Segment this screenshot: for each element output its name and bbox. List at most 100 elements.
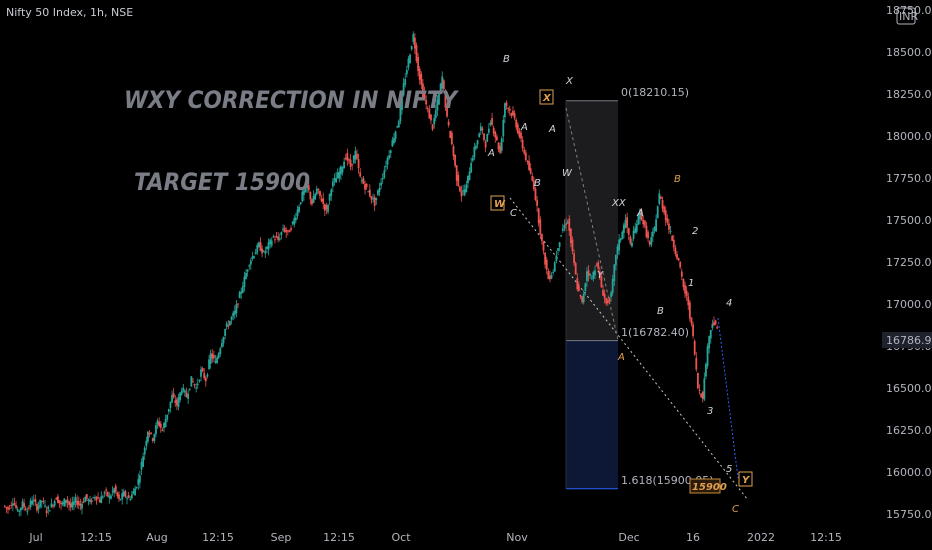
candle-body — [623, 224, 625, 233]
candle-body — [409, 54, 411, 64]
annotation-title: WXY CORRECTION IN NIFTY — [124, 86, 460, 114]
candle-body — [177, 397, 180, 408]
candle-body — [693, 340, 696, 355]
candle-body — [238, 292, 241, 298]
candle-body — [362, 178, 365, 184]
candlestick-series — [3, 31, 719, 518]
candle-body — [568, 218, 571, 231]
candle-body — [330, 189, 333, 196]
candle-body — [684, 285, 686, 294]
candle-body — [122, 491, 125, 497]
candle-body — [69, 503, 72, 508]
candle-body — [161, 429, 164, 431]
candle-body — [356, 153, 358, 159]
candle-body — [68, 501, 71, 506]
x-tick-label: 12:15 — [202, 531, 234, 544]
wave-box-w — [490, 195, 505, 211]
candle-body — [455, 165, 458, 181]
candle-body — [212, 354, 215, 359]
currency-badge[interactable] — [896, 7, 916, 25]
x-tick-label: 16 — [686, 531, 700, 544]
candle-body — [651, 231, 654, 237]
candle-body — [11, 503, 14, 506]
candle-body — [190, 376, 193, 387]
wave-label: 4 — [726, 298, 732, 309]
target-box — [689, 478, 721, 494]
candle-body — [677, 257, 680, 261]
candle-body — [44, 505, 46, 507]
candle-body — [602, 289, 604, 296]
candle-body — [101, 496, 104, 498]
candle-body — [105, 489, 108, 491]
candle-body — [513, 113, 516, 119]
candle-body — [655, 219, 657, 232]
x-tick-label: 12:15 — [810, 531, 842, 544]
candle-body — [142, 456, 145, 467]
candle-body — [13, 503, 16, 505]
candle-body — [549, 275, 551, 280]
candle-body — [563, 225, 566, 229]
candle-body — [270, 240, 273, 246]
candle-body — [695, 357, 698, 370]
candle-body — [508, 108, 511, 111]
fib-zone-upper — [566, 100, 618, 341]
candle-body — [573, 253, 575, 264]
candle-body — [21, 501, 24, 509]
wave-label-x: X — [542, 93, 552, 104]
candle-body — [470, 163, 473, 173]
candle-body — [333, 178, 336, 182]
candle-body — [680, 271, 683, 277]
candle-body — [560, 235, 563, 237]
candle-body — [106, 491, 109, 497]
candle-body — [502, 119, 505, 137]
candle-body — [111, 490, 114, 492]
fib-label-0: 0(18210.15) — [621, 86, 689, 99]
candle-body — [3, 505, 6, 507]
candle-body — [571, 239, 574, 252]
candle-body — [481, 128, 484, 131]
candle-body — [661, 200, 664, 209]
candle-body — [61, 502, 64, 505]
price-axis[interactable] — [882, 0, 932, 550]
candle-body — [637, 214, 640, 225]
candle-body — [669, 230, 672, 232]
wave-label: B — [674, 174, 681, 185]
candle-body — [399, 105, 402, 122]
candle-body — [605, 297, 608, 304]
candle-body — [31, 500, 34, 505]
candle-body — [47, 506, 50, 510]
candle-body — [465, 184, 468, 193]
candle-body — [126, 498, 128, 500]
candle-body — [420, 74, 423, 85]
candle-body — [198, 380, 201, 382]
candle-body — [566, 222, 569, 224]
y-tick-label: 18250.00 — [886, 88, 932, 101]
candle-body — [296, 209, 299, 217]
candle-body — [158, 421, 161, 427]
candle-body — [487, 128, 490, 133]
candle-body — [16, 509, 19, 511]
candle-body — [148, 432, 151, 435]
candle-body — [267, 242, 270, 250]
candle-body — [335, 177, 337, 183]
fib-zone-lower — [566, 340, 618, 489]
candle-body — [643, 220, 646, 226]
candle-body — [18, 510, 21, 513]
candle-body — [288, 230, 291, 233]
candle-body — [447, 121, 450, 126]
x-tick-label: Jul — [28, 531, 42, 544]
candle-body — [642, 220, 645, 225]
candle-body — [84, 497, 87, 503]
candle-body — [301, 191, 304, 202]
wave-label: A — [548, 124, 556, 135]
wave-label: C — [510, 208, 517, 219]
candle-body — [626, 217, 629, 228]
candle-body — [663, 206, 666, 213]
candle-body — [60, 503, 62, 505]
wave-label: A — [520, 122, 528, 133]
wave-label: B — [534, 178, 541, 189]
candle-body — [217, 353, 220, 359]
candle-body — [594, 270, 596, 276]
candle-body — [328, 194, 331, 201]
